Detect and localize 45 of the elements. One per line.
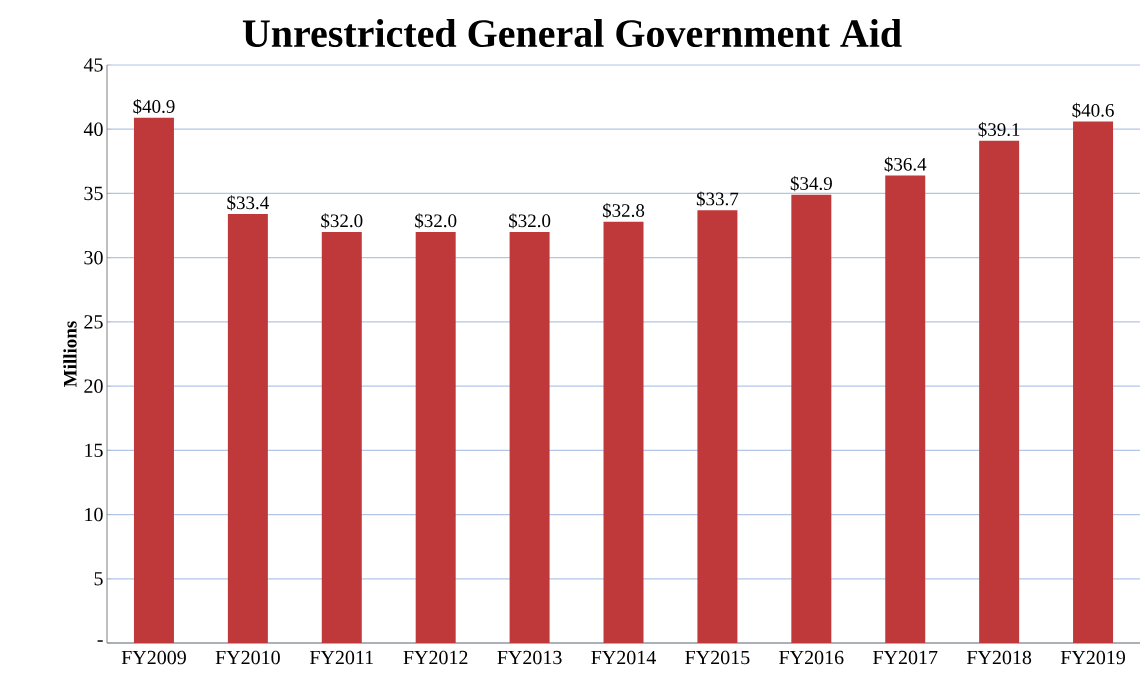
data-label: $39.1 [978,122,1020,138]
y-tick-label: 20 [84,379,103,393]
data-label: $36.4 [884,156,927,172]
data-label: $33.7 [696,191,739,207]
bar [227,213,268,643]
bar [509,231,550,643]
data-label: $40.9 [133,98,175,115]
y-tick-label: 15 [85,443,103,458]
data-label: $33.4 [227,195,269,211]
y-tick-label: 10 [85,507,103,522]
x-tick-label: FY2013 [497,650,562,665]
data-label: $32.0 [509,213,551,229]
bar [133,117,174,643]
bar [791,194,832,643]
y-tick-label: 35 [84,186,103,201]
x-tick-label: FY2011 [309,650,373,665]
x-tick-label: FY2009 [121,650,186,665]
x-tick-label: FY2016 [779,650,844,665]
bar [415,231,456,643]
x-tick-label: FY2010 [215,650,280,665]
y-axis-title: Millions [63,321,77,387]
bar [697,210,738,643]
x-tick-label: FY2018 [966,650,1032,665]
y-tick-label: 30 [84,250,103,265]
data-label: $32.0 [415,213,457,229]
data-label: $40.6 [1072,102,1114,118]
x-tick-label: FY2012 [403,650,468,665]
x-tick-label: FY2014 [591,650,656,665]
y-tick-label: 40 [83,122,103,136]
bar [885,175,926,643]
chart-title: Unrestricted General Government Aid [242,18,902,48]
bar [1073,121,1114,643]
x-tick-label: FY2019 [1060,650,1126,665]
bar [603,221,644,643]
data-label: $32.0 [321,213,363,229]
x-tick-label: FY2015 [685,650,750,665]
bar [321,231,362,643]
x-tick-label: FY2017 [873,650,938,665]
y-tick-label: - [97,640,103,642]
y-tick-label: 25 [84,315,103,329]
data-label: $32.8 [602,202,645,219]
y-tick-label: 45 [83,58,103,72]
y-tick-label: 5 [94,572,103,586]
data-label: $34.9 [790,175,832,192]
bar [979,140,1020,643]
